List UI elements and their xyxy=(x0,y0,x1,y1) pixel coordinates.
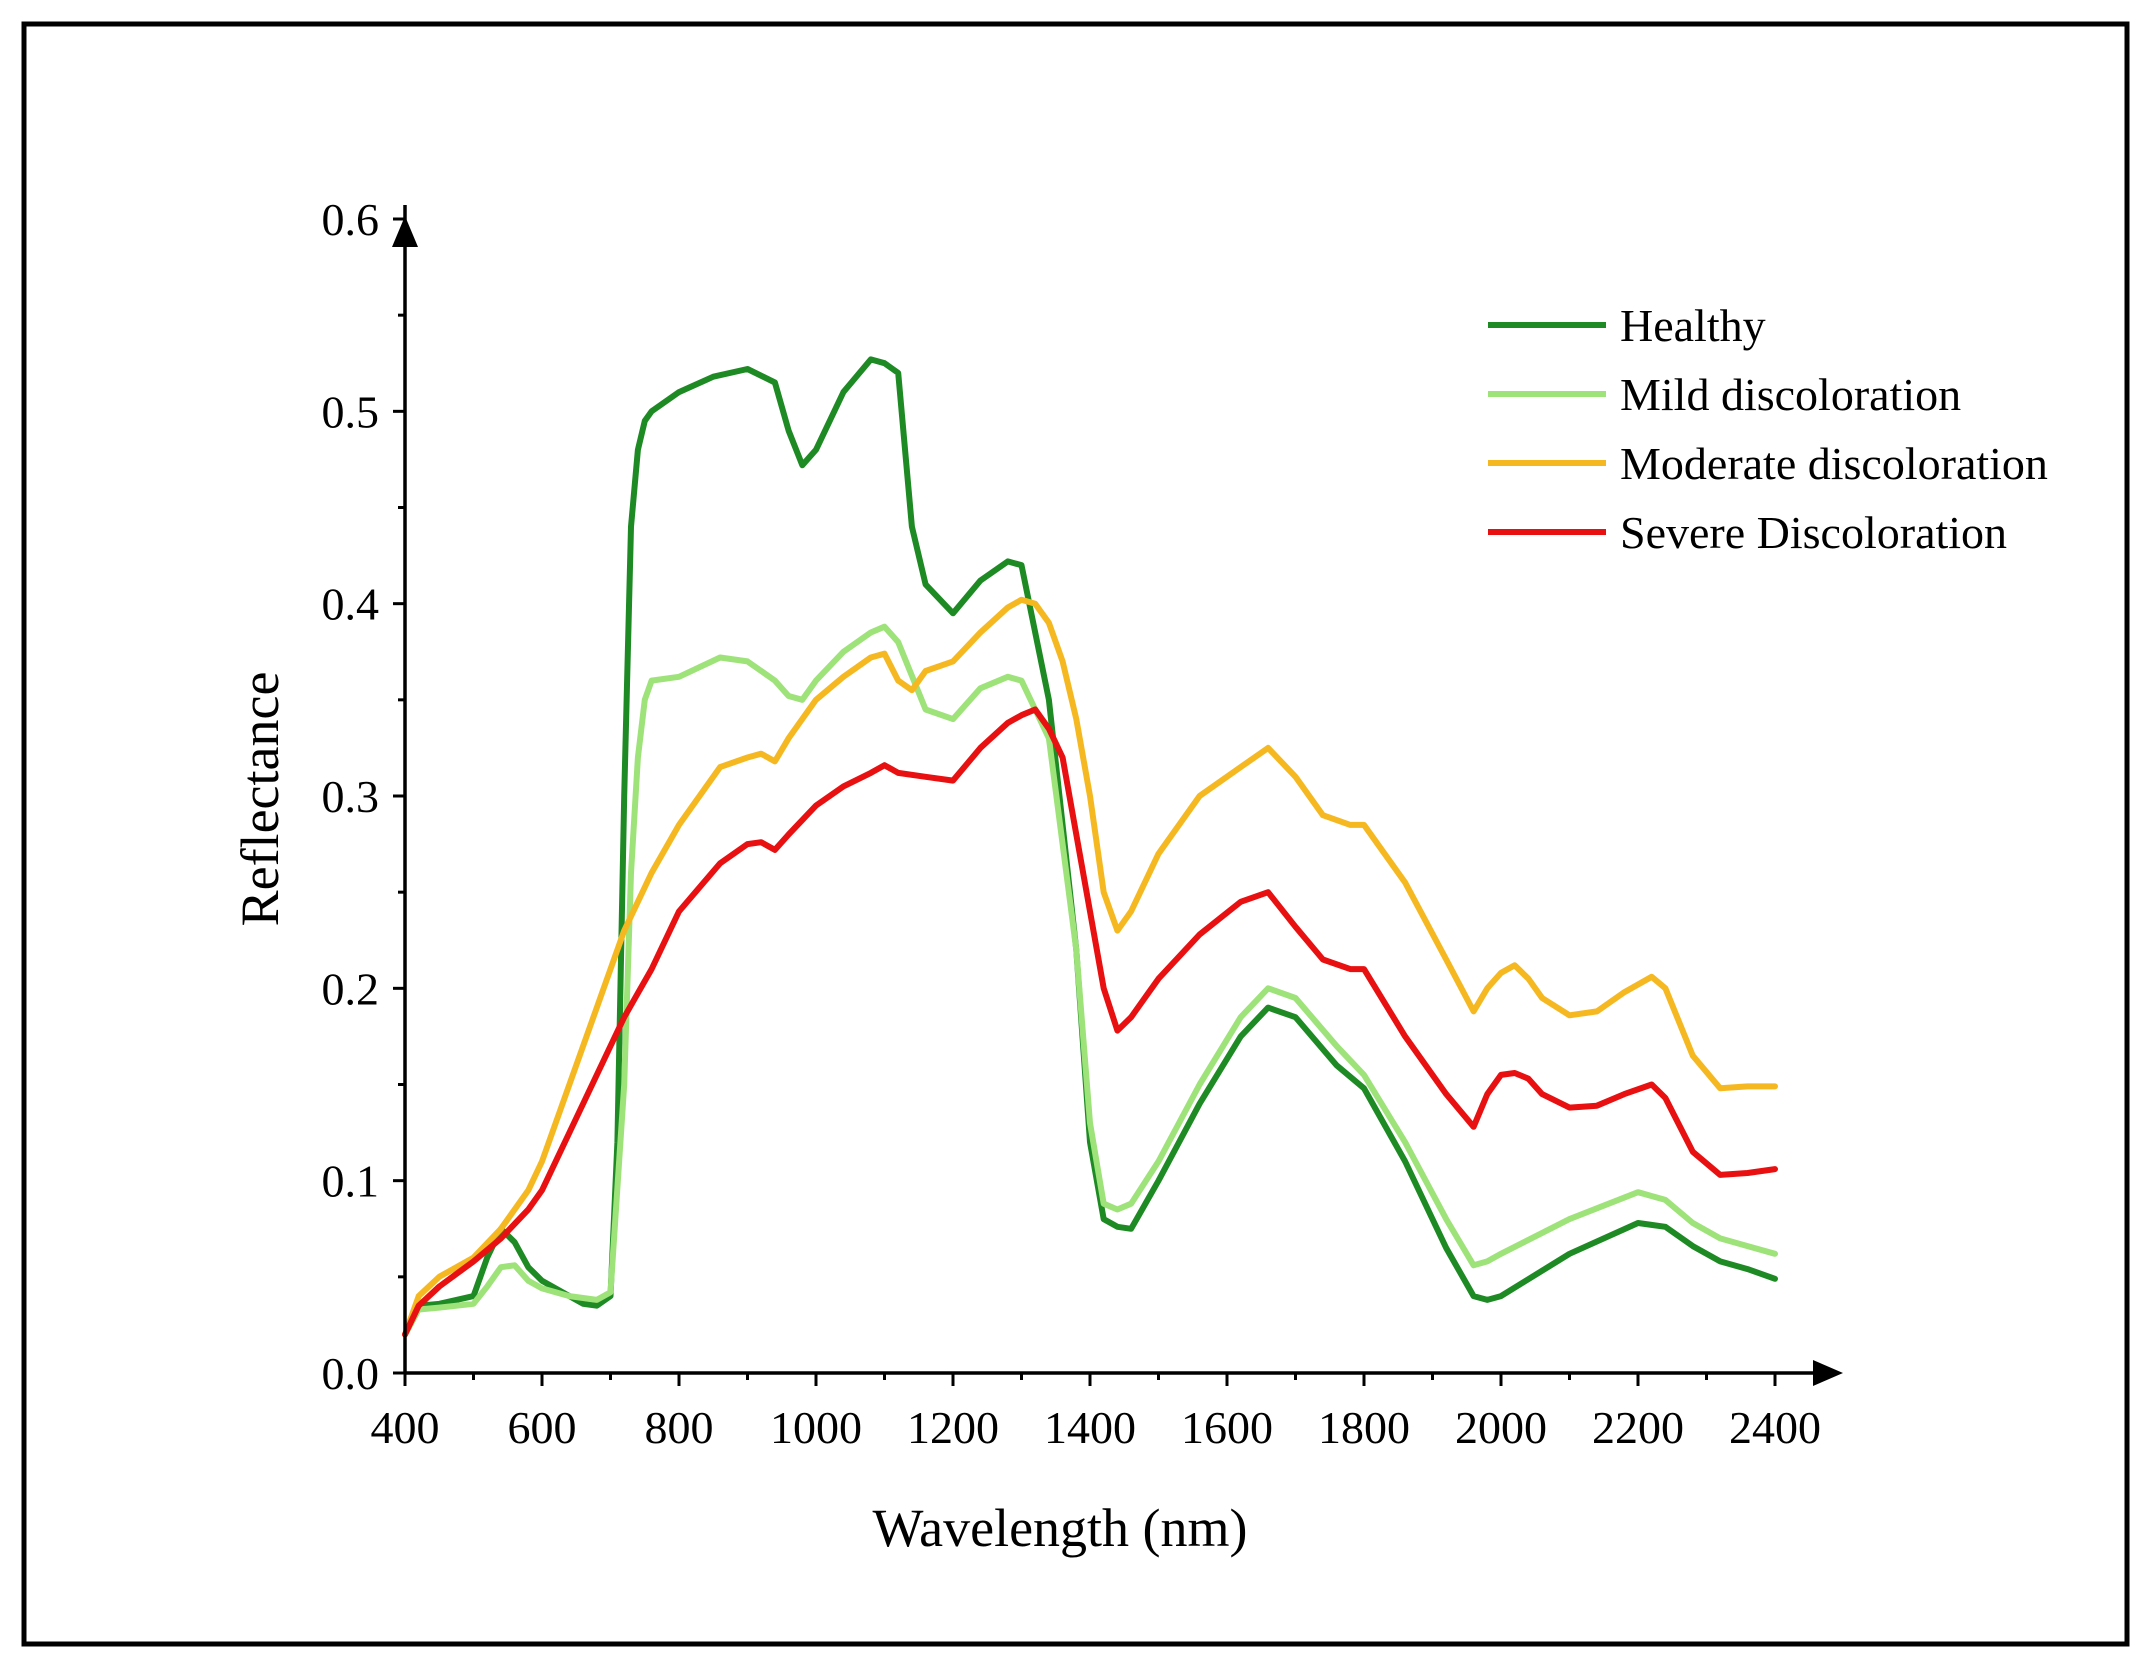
x-tick-label: 1600 xyxy=(1181,1402,1273,1453)
series-line-1 xyxy=(402,623,1778,1338)
x-tick-label: 1000 xyxy=(770,1402,862,1453)
x-axis-arrow-icon xyxy=(1813,1360,1843,1386)
legend-label: Moderate discoloration xyxy=(1620,438,2048,489)
y-tick-label: 0.0 xyxy=(322,1348,380,1399)
x-tick-label: 1800 xyxy=(1318,1402,1410,1453)
x-tick-label: 1200 xyxy=(907,1402,999,1453)
legend-label: Severe Discoloration xyxy=(1620,507,2007,558)
y-tick-label: 0.6 xyxy=(322,194,380,245)
legend: Healthy Mild discoloration Moderate discol… xyxy=(1488,300,2048,558)
plot-series xyxy=(402,356,1778,1338)
x-tick-label: 1400 xyxy=(1044,1402,1136,1453)
legend-label: Mild discoloration xyxy=(1620,369,1961,420)
y-axis-ticks: 0.0 0.1 0.2 0.3 0.4 0.5 0.6 xyxy=(322,194,405,1399)
y-axis-title: Reflectance xyxy=(230,672,290,927)
series-line-3 xyxy=(402,706,1778,1338)
y-tick-label: 0.4 xyxy=(322,579,380,630)
y-tick-label: 0.5 xyxy=(322,386,380,437)
legend-label: Healthy xyxy=(1620,300,1766,351)
x-tick-label: 400 xyxy=(371,1402,440,1453)
x-axis-title: Wavelength (nm) xyxy=(872,1498,1247,1558)
y-tick-label: 0.2 xyxy=(322,963,380,1014)
y-axis-arrow-icon xyxy=(392,216,418,247)
x-tick-label: 2000 xyxy=(1455,1402,1547,1453)
series-line-2 xyxy=(402,596,1778,1338)
x-tick-label: 2400 xyxy=(1729,1402,1821,1453)
x-tick-label: 2200 xyxy=(1592,1402,1684,1453)
x-tick-label: 800 xyxy=(645,1402,714,1453)
y-tick-label: 0.3 xyxy=(322,771,380,822)
y-tick-label: 0.1 xyxy=(322,1156,380,1207)
series-line-0 xyxy=(402,356,1778,1338)
x-tick-label: 600 xyxy=(508,1402,577,1453)
x-axis-ticks: 400 600 800 1000 1200 1400 1600 1800 2000 2200 240… xyxy=(371,1373,1821,1453)
